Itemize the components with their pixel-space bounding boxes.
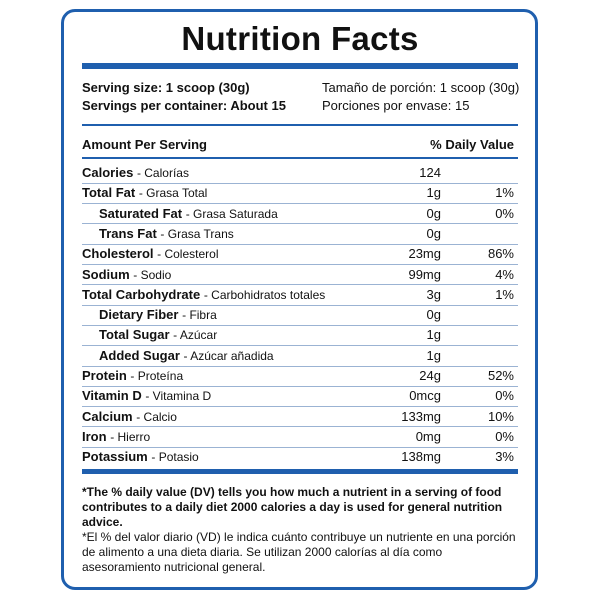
- nutrient-amount: 24g: [419, 368, 441, 383]
- nutrient-name: Sodium: [82, 266, 130, 282]
- nutrient-amount: 0g: [426, 307, 441, 323]
- nutrient-name-es: - Fibra: [182, 308, 217, 323]
- row-separator: [82, 365, 518, 367]
- nutrient-name-es: - Azúcar: [173, 328, 218, 343]
- nutrient-amount: 1g: [426, 185, 441, 201]
- row-separator: [82, 304, 518, 306]
- header-rule: [82, 157, 518, 159]
- nutrient-amount: 1g: [426, 347, 441, 363]
- row-separator: [82, 284, 518, 286]
- nutrient-name-es: - Grasa Trans: [160, 226, 234, 241]
- row-separator: [82, 182, 518, 184]
- nutrient-name-es: - Vitamina D: [145, 389, 212, 404]
- nutrient-label: Vitamin D - Vitamina D: [82, 388, 211, 404]
- nutrient-dv: 0%: [495, 388, 514, 404]
- nutrient-name: Cholesterol: [82, 246, 154, 262]
- nutrient-amount: 138mg: [401, 449, 441, 465]
- nutrient-label: Sodium - Sodio: [82, 267, 171, 283]
- nutrient-label: Iron - Hierro: [82, 429, 150, 445]
- row-separator: [82, 223, 518, 225]
- nutrient-label: Total Fat - Grasa Total: [82, 185, 207, 201]
- nutrient-name-es: - Proteína: [130, 369, 184, 383]
- nutrient-label: Calories - Calorías: [82, 165, 189, 181]
- nutrient-amount: 0g: [426, 205, 441, 221]
- nutrient-amount: 99mg: [408, 266, 441, 282]
- row-separator: [82, 446, 518, 448]
- nutrient-name: Protein: [82, 368, 127, 383]
- nutrient-amount: 0g: [426, 225, 441, 241]
- nutrient-dv: 0%: [495, 428, 514, 444]
- nutrient-amount: 133mg: [401, 408, 441, 424]
- row-separator: [82, 243, 518, 245]
- nutrient-name-es: - Calorías: [136, 166, 189, 180]
- row-separator: [82, 345, 518, 347]
- nutrient-name-es: - Colesterol: [157, 247, 219, 262]
- nutrient-label: Cholesterol - Colesterol: [82, 246, 219, 262]
- nutrient-dv: 3%: [495, 449, 514, 465]
- serving-size-es: Tamaño de porción: 1 scoop (30g): [322, 80, 520, 95]
- title-rule: [82, 63, 518, 69]
- nutrient-label: Total Sugar - Azúcar: [99, 327, 217, 343]
- servings-per-container: Servings per container: About 15: [82, 98, 286, 113]
- nutrient-name-es: - Grasa Total: [138, 186, 208, 201]
- nutrient-dv: 0%: [495, 205, 514, 221]
- nutrient-name: Vitamin D: [82, 388, 142, 404]
- nutrient-name: Calcium: [82, 408, 133, 424]
- nutrient-name-es: - Calcio: [136, 409, 177, 424]
- nutrient-name-es: - Sodio: [133, 267, 172, 282]
- nutrient-name-es: - Potasio: [151, 450, 199, 465]
- dv-header: % Daily Value: [430, 137, 514, 152]
- nutrient-amount: 1g: [426, 327, 441, 343]
- nutrient-amount: 3g: [426, 286, 441, 302]
- nutrient-label: Trans Fat - Grasa Trans: [99, 226, 234, 242]
- nutrient-dv: 86%: [487, 246, 514, 262]
- nutrient-label: Saturated Fat - Grasa Saturada: [99, 206, 278, 222]
- nutrient-dv: 10%: [487, 408, 514, 424]
- nutrient-dv: 4%: [495, 266, 514, 282]
- nutrient-label: Added Sugar - Azúcar añadida: [99, 348, 274, 364]
- footnote-es: *El % del valor diario (VD) le indica cu…: [82, 530, 516, 574]
- row-separator: [82, 203, 518, 205]
- nutrient-name: Dietary Fiber: [99, 307, 179, 323]
- label-border: [61, 9, 538, 590]
- row-separator: [82, 324, 518, 326]
- nutrient-dv: 1%: [495, 286, 514, 302]
- serving-size: Serving size: 1 scoop (30g): [82, 80, 250, 95]
- nutrient-name: Added Sugar: [99, 347, 180, 363]
- nutrient-name: Total Sugar: [99, 327, 170, 343]
- nutrient-label: Dietary Fiber - Fibra: [99, 307, 217, 323]
- nutrient-name-es: - Hierro: [110, 429, 151, 444]
- nutrient-label: Total Carbohydrate - Carbohidratos total…: [82, 287, 325, 303]
- nutrient-name-es: - Carbohidratos totales: [203, 287, 326, 302]
- nutrient-amount: 0mcg: [409, 388, 441, 404]
- serving-rule: [82, 124, 518, 126]
- nutrient-name: Iron: [82, 428, 107, 444]
- nutrient-amount: 23mg: [408, 246, 441, 262]
- row-separator: [82, 406, 518, 408]
- nutrient-name: Total Carbohydrate: [82, 286, 201, 302]
- nutrient-name-es: - Azúcar añadida: [183, 348, 274, 363]
- nutrient-dv: 52%: [487, 368, 514, 383]
- servings-per-container-es: Porciones por envase: 15: [322, 98, 470, 113]
- row-separator: [82, 385, 518, 387]
- nutrient-name: Potassium: [82, 449, 148, 465]
- nutrient-name: Saturated Fat: [99, 205, 183, 221]
- nutrient-label: Protein - Proteína: [82, 368, 183, 384]
- bottom-rule: [82, 469, 518, 474]
- row-separator: [82, 426, 518, 428]
- nutrient-name-es: - Grasa Saturada: [185, 206, 278, 221]
- nutrient-dv: 1%: [495, 185, 514, 201]
- footnote-en: *The % daily value (DV) tells you how mu…: [82, 485, 503, 529]
- nutrient-name: Trans Fat: [99, 225, 157, 241]
- nutrient-amount: 0mg: [415, 428, 441, 444]
- nutrient-amount: 124: [419, 165, 441, 180]
- amount-header: Amount Per Serving: [82, 137, 207, 152]
- row-separator: [82, 264, 518, 265]
- nutrient-name: Calories: [82, 165, 134, 180]
- nutrient-label: Calcium - Calcio: [82, 409, 177, 425]
- nutrient-label: Potassium - Potasio: [82, 449, 199, 465]
- nutrient-name: Total Fat: [82, 185, 136, 201]
- title: Nutrition Facts: [181, 20, 419, 57]
